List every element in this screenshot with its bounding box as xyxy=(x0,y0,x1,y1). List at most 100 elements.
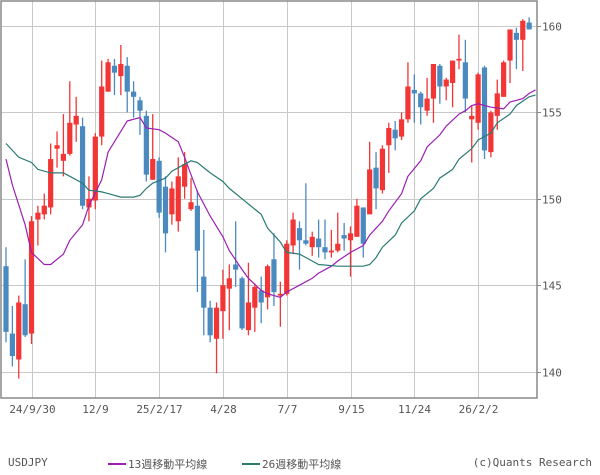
candle-up xyxy=(41,205,47,215)
candle-up xyxy=(309,236,315,248)
legend-ma13-label: 13週移動平均線 xyxy=(128,458,208,471)
candle-up xyxy=(443,79,449,87)
candle-up xyxy=(252,286,258,308)
candle-down xyxy=(207,307,213,336)
candle-up xyxy=(16,302,22,360)
x-tick-label: 9/15 xyxy=(338,403,365,416)
moving-average-lines xyxy=(5,89,536,298)
legend-ma26: 26週移動平均線 xyxy=(242,456,341,472)
candle-up xyxy=(398,119,405,137)
candle-up xyxy=(226,278,232,289)
candle-down xyxy=(481,67,488,151)
candle-down xyxy=(131,91,137,97)
candle-down xyxy=(411,89,417,94)
candle-up xyxy=(150,159,156,180)
candle-down xyxy=(373,167,379,189)
candle-down xyxy=(233,264,239,270)
candle-down xyxy=(3,266,9,332)
candle-up xyxy=(379,148,386,191)
candle-up xyxy=(60,153,67,161)
x-tick-label: 4/28 xyxy=(210,403,237,416)
candle-down xyxy=(322,247,328,253)
candle-up xyxy=(54,145,60,149)
candle-down xyxy=(156,160,162,213)
x-tick-label: 24/9/30 xyxy=(9,403,55,416)
candle-up xyxy=(277,293,283,296)
candle-up xyxy=(284,243,290,294)
candle-down xyxy=(271,259,277,293)
legend-ma26-swatch xyxy=(242,463,260,465)
candle-down xyxy=(462,62,468,99)
x-tick-label: 26/2/2 xyxy=(459,403,499,416)
candle-up xyxy=(99,86,105,137)
candle-up xyxy=(175,176,181,222)
x-tick-label: 25/2/17 xyxy=(136,403,182,416)
candle-up xyxy=(424,98,430,111)
candle-up xyxy=(430,64,437,99)
candle-up xyxy=(73,115,79,125)
y-tick-label: 160 xyxy=(542,21,562,34)
candle-up xyxy=(118,64,124,77)
candle-down xyxy=(124,65,130,92)
legend-ma26-label: 26週移動平均線 xyxy=(262,458,342,471)
chart-footer: USDJPY 13週移動平均線 26週移動平均線 (c)Quants Resea… xyxy=(0,452,600,472)
candle-up xyxy=(386,127,392,146)
candle-down xyxy=(201,276,207,308)
candle-up xyxy=(354,205,360,237)
candle-up xyxy=(92,136,98,201)
candle-up xyxy=(475,74,481,123)
candle-up xyxy=(469,115,475,120)
candle-up xyxy=(28,221,35,334)
legend-ma13: 13週移動平均線 xyxy=(108,456,207,472)
y-tick-label: 140 xyxy=(542,367,562,380)
candle-up xyxy=(182,164,188,187)
candle-up xyxy=(188,202,194,210)
candle-down xyxy=(137,100,143,111)
candle-down xyxy=(22,304,28,336)
candles xyxy=(3,17,532,379)
candle-up xyxy=(335,243,341,251)
x-tick-label: 7/7 xyxy=(278,403,298,416)
legend-ma13-swatch xyxy=(108,463,126,465)
y-tick-label: 150 xyxy=(542,194,562,207)
candle-down xyxy=(111,65,118,73)
candle-up xyxy=(48,159,54,208)
candle-down xyxy=(9,333,15,357)
x-tick-label: 11/24 xyxy=(398,403,431,416)
candle-up xyxy=(67,122,73,154)
candle-up xyxy=(501,62,507,97)
candle-up xyxy=(264,266,271,298)
candle-up xyxy=(347,233,354,241)
candle-down xyxy=(258,290,264,303)
candle-down xyxy=(79,126,86,206)
candle-down xyxy=(418,93,424,108)
copyright: (c)Quants Research xyxy=(472,456,592,469)
candle-down xyxy=(392,129,398,139)
candle-up xyxy=(494,93,500,116)
candle-up xyxy=(328,250,334,253)
x-axis: 24/9/30 12/9 25/2/17 4/28 7/7 9/15 11/24 26/2/2 xyxy=(9,403,498,416)
y-tick-label: 155 xyxy=(542,107,562,120)
ma26-line xyxy=(5,94,536,267)
y-axis: 140 145 150 155 160 xyxy=(537,21,562,380)
candle-down xyxy=(303,240,309,244)
candle-up xyxy=(105,62,111,92)
candle-up xyxy=(220,285,226,312)
candle-up xyxy=(507,29,513,61)
candle-up xyxy=(213,307,220,339)
candle-up xyxy=(367,169,373,215)
candle-down xyxy=(162,186,169,234)
candle-up xyxy=(405,86,411,120)
x-tick-label: 12/9 xyxy=(82,403,109,416)
candle-up xyxy=(456,58,462,61)
candle-up xyxy=(520,20,526,40)
candle-up xyxy=(245,302,252,331)
candle-down xyxy=(194,205,200,251)
candle-down xyxy=(296,228,303,241)
candle-down xyxy=(316,238,322,248)
candle-up xyxy=(86,198,92,208)
symbol-label: USDJPY xyxy=(8,456,48,469)
y-tick-label: 145 xyxy=(542,280,562,293)
candle-down xyxy=(239,278,245,329)
candle-down xyxy=(437,65,443,87)
